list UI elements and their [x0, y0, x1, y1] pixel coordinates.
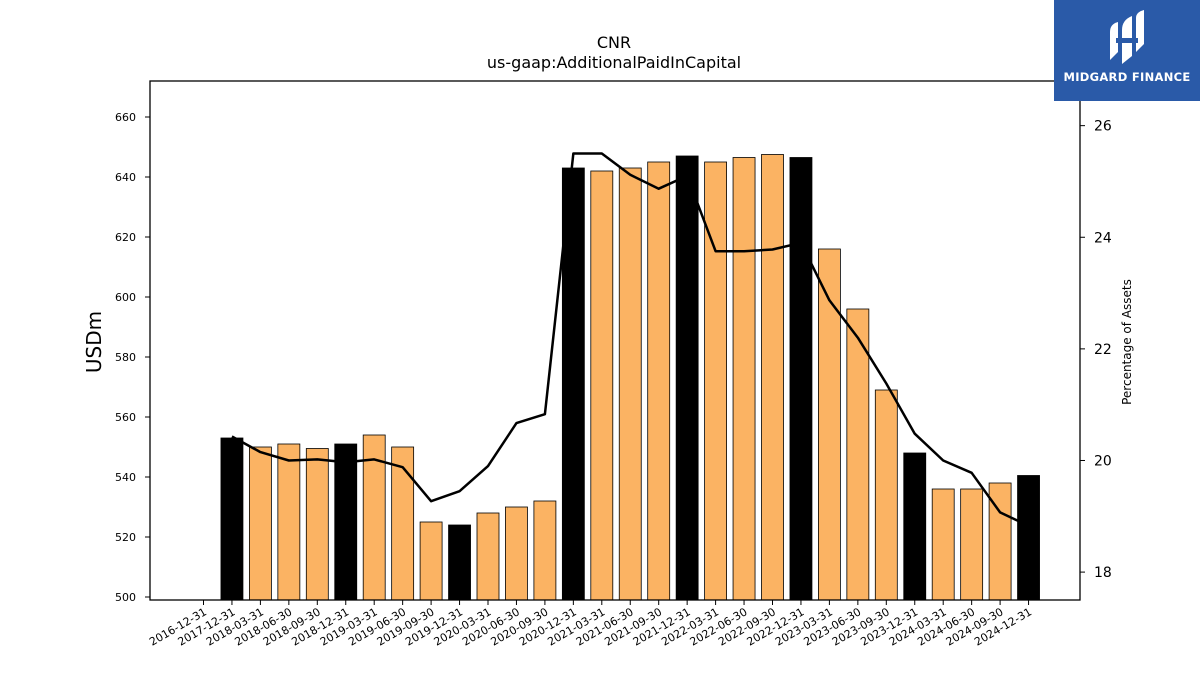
- bar-2021-12-31: [675, 155, 699, 601]
- bar-2021-09-30: [647, 161, 671, 601]
- bar-2018-03-31: [248, 446, 272, 601]
- y-tick-label-520: 520: [115, 531, 136, 544]
- bar-2021-03-31: [590, 170, 614, 601]
- bar-2017-12-31: [220, 437, 244, 601]
- bar-2019-09-30: [419, 521, 443, 601]
- y-axis-label: USDm: [82, 311, 106, 373]
- chart-title: CNR: [597, 33, 631, 52]
- y-tick-label-580: 580: [115, 351, 136, 364]
- bar-2019-06-30: [391, 446, 415, 601]
- brand-logo: MIDGARD FINANCE: [1054, 0, 1200, 101]
- bar-2024-12-31: [1017, 475, 1040, 601]
- bar-2018-12-31: [334, 443, 358, 601]
- bar-2021-06-30: [618, 167, 642, 601]
- bar-2020-03-31: [476, 512, 500, 601]
- y2-tick-label-26: 26: [1094, 119, 1112, 135]
- y-tick-label-560: 560: [115, 411, 136, 424]
- bar-2022-12-31: [789, 157, 813, 601]
- bar-2022-09-30: [761, 154, 784, 601]
- percentage-line: [231, 152, 1030, 527]
- y2-axis-label: Percentage of Assets: [1120, 279, 1134, 405]
- y2-tick-label-22: 22: [1094, 342, 1112, 358]
- y-tick-label-540: 540: [115, 471, 136, 484]
- midgard-logo-icon: [1110, 10, 1144, 64]
- y-tick-label-600: 600: [115, 291, 136, 304]
- bar-2023-12-31: [903, 452, 927, 601]
- y-tick-label-500: 500: [115, 591, 136, 604]
- y-tick-label-640: 640: [115, 171, 136, 184]
- bar-2023-09-30: [874, 389, 898, 601]
- y-tick-label-660: 660: [115, 111, 136, 124]
- bar-2019-12-31: [448, 524, 471, 601]
- y2-tick-label-24: 24: [1094, 230, 1112, 246]
- bar-2020-09-30: [533, 500, 557, 601]
- bar-2020-06-30: [505, 506, 528, 601]
- plot-frame: [149, 80, 1081, 601]
- bar-2018-09-30: [305, 448, 329, 601]
- bar-2024-03-31: [931, 488, 955, 601]
- y2-tick-label-20: 20: [1094, 453, 1112, 469]
- bar-2022-06-30: [732, 157, 756, 601]
- y2-tick-label-18: 18: [1094, 565, 1112, 581]
- bar-2018-06-30: [277, 443, 301, 601]
- logo-text: MIDGARD FINANCE: [1063, 70, 1191, 84]
- y-tick-label-620: 620: [115, 231, 136, 244]
- bar-2023-06-30: [846, 308, 870, 601]
- bar-2024-06-30: [960, 488, 984, 601]
- chart-subtitle: us-gaap:AdditionalPaidInCapital: [487, 53, 741, 72]
